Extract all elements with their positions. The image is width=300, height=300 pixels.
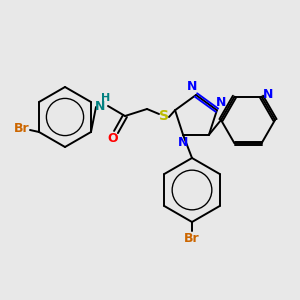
Text: Br: Br	[14, 122, 30, 136]
Text: N: N	[187, 80, 197, 94]
Text: H: H	[101, 93, 111, 103]
Text: O: O	[108, 133, 118, 146]
Text: Br: Br	[184, 232, 200, 245]
Text: N: N	[216, 96, 226, 109]
Text: N: N	[95, 100, 105, 112]
Text: N: N	[263, 88, 274, 101]
Text: S: S	[159, 109, 169, 123]
Text: N: N	[178, 136, 188, 149]
